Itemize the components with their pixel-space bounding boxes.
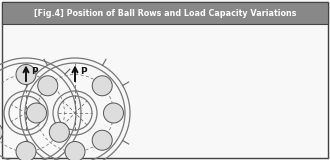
Circle shape <box>65 141 85 160</box>
Circle shape <box>92 76 112 96</box>
Text: P: P <box>31 67 38 76</box>
Text: [Fig.4] Position of Ball Rows and Load Capacity Variations: [Fig.4] Position of Ball Rows and Load C… <box>34 8 296 17</box>
Circle shape <box>0 122 3 142</box>
Circle shape <box>92 130 112 150</box>
Circle shape <box>50 122 69 142</box>
Circle shape <box>104 103 123 123</box>
Circle shape <box>16 64 36 84</box>
Bar <box>2 2 328 24</box>
Circle shape <box>38 76 58 96</box>
Text: P: P <box>80 67 87 76</box>
Circle shape <box>26 103 47 123</box>
Circle shape <box>16 141 36 160</box>
